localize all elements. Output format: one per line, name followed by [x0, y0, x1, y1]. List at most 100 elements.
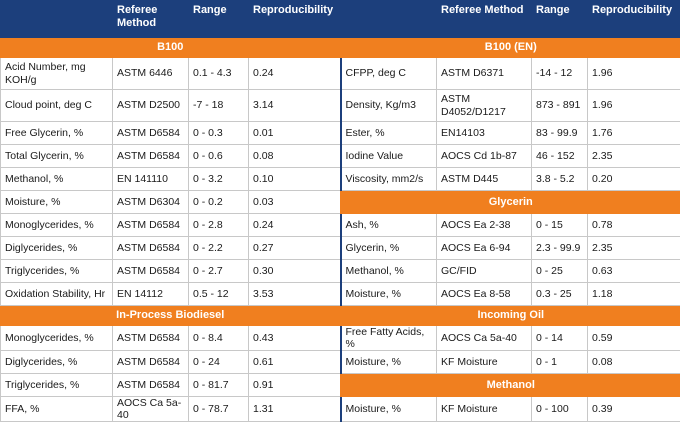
right-range-cell: 873 - 891: [532, 90, 588, 122]
left-method-cell: ASTM D6304: [113, 191, 189, 214]
left-reproducibility-cell: 3.14: [249, 90, 341, 122]
right-method-cell: AOCS Ea 8-58: [437, 283, 532, 306]
left-method-cell: EN 14112: [113, 283, 189, 306]
left-reproducibility-cell: 0.61: [249, 351, 341, 374]
left-parameter-cell: Triglycerides, %: [1, 260, 113, 283]
right-header-blank: [341, 1, 437, 38]
right-reproducibility-cell: 0.39: [588, 397, 680, 422]
right-parameter-cell: Iodine Value: [341, 145, 437, 168]
right-section-title: Glycerin: [341, 191, 680, 214]
left-range-cell: 0 - 0.2: [189, 191, 249, 214]
left-reproducibility-cell: 0.30: [249, 260, 341, 283]
right-parameter-cell: Ash, %: [341, 214, 437, 237]
right-range-cell: 0.3 - 25: [532, 283, 588, 306]
left-header-blank: [1, 1, 113, 38]
right-reproducibility-cell: 2.35: [588, 237, 680, 260]
right-range-cell: 0 - 1: [532, 351, 588, 374]
left-range-cell: -7 - 18: [189, 90, 249, 122]
right-reproducibility-cell: 1.96: [588, 90, 680, 122]
left-parameter-cell: Monoglycerides, %: [1, 214, 113, 237]
right-parameter-cell: Glycerin, %: [341, 237, 437, 260]
left-method-cell: ASTM 6446: [113, 58, 189, 90]
right-method-cell: KF Moisture: [437, 397, 532, 422]
left-parameter-cell: Total Glycerin, %: [1, 145, 113, 168]
left-range-cell: 0 - 81.7: [189, 374, 249, 397]
right-method-cell: GC/FID: [437, 260, 532, 283]
right-reproducibility-cell: 1.96: [588, 58, 680, 90]
left-reproducibility-cell: 1.31: [249, 397, 341, 422]
left-method-cell: ASTM D6584: [113, 237, 189, 260]
left-method-cell: EN 141110: [113, 168, 189, 191]
left-reproducibility-cell: 3.53: [249, 283, 341, 306]
right-range-cell: 0 - 100: [532, 397, 588, 422]
left-parameter-cell: Methanol, %: [1, 168, 113, 191]
left-reproducibility-cell: 0.01: [249, 122, 341, 145]
left-parameter-cell: Diglycerides, %: [1, 237, 113, 260]
right-reproducibility-cell: 0.78: [588, 214, 680, 237]
left-method-cell: ASTM D6584: [113, 122, 189, 145]
right-range-cell: 3.8 - 5.2: [532, 168, 588, 191]
right-parameter-cell: Methanol, %: [341, 260, 437, 283]
right-parameter-cell: Free Fatty Acids, %: [341, 326, 437, 351]
right-parameter-cell: Viscosity, mm2/s: [341, 168, 437, 191]
right-method-cell: ASTM D6371: [437, 58, 532, 90]
left-reproducibility-cell: 0.27: [249, 237, 341, 260]
right-range-cell: 0 - 15: [532, 214, 588, 237]
right-method-cell: ASTM D445: [437, 168, 532, 191]
left-method-cell: ASTM D6584: [113, 145, 189, 168]
left-range-cell: 0 - 8.4: [189, 326, 249, 351]
left-method-cell: AOCS Ca 5a-40: [113, 397, 189, 422]
right-parameter-cell: CFPP, deg C: [341, 58, 437, 90]
left-method-cell: ASTM D6584: [113, 351, 189, 374]
right-reproducibility-cell: 0.08: [588, 351, 680, 374]
left-reproducibility-cell: 0.03: [249, 191, 341, 214]
right-reproducibility-cell: 0.20: [588, 168, 680, 191]
right-section-title: Methanol: [341, 374, 680, 397]
left-range-cell: 0 - 3.2: [189, 168, 249, 191]
left-parameter-cell: Monoglycerides, %: [1, 326, 113, 351]
right-section-title: B100 (EN): [341, 38, 680, 58]
right-method-cell: ASTM D4052/D1217: [437, 90, 532, 122]
right-range-cell: 0 - 14: [532, 326, 588, 351]
left-method-cell: ASTM D2500: [113, 90, 189, 122]
left-parameter-cell: Oxidation Stability, Hr: [1, 283, 113, 306]
right-method-cell: AOCS Ca 5a-40: [437, 326, 532, 351]
left-parameter-cell: Moisture, %: [1, 191, 113, 214]
right-method-cell: KF Moisture: [437, 351, 532, 374]
left-range-cell: 0 - 78.7: [189, 397, 249, 422]
left-range-cell: 0.5 - 12: [189, 283, 249, 306]
left-range-cell: 0 - 24: [189, 351, 249, 374]
right-parameter-cell: Moisture, %: [341, 397, 437, 422]
right-header-range: Range: [532, 1, 588, 38]
right-reproducibility-cell: 1.76: [588, 122, 680, 145]
left-reproducibility-cell: 0.91: [249, 374, 341, 397]
right-header-reproducibility: Reproducibility: [588, 1, 680, 38]
left-range-cell: 0 - 0.6: [189, 145, 249, 168]
right-section-title: Incoming Oil: [341, 306, 680, 326]
right-method-cell: AOCS Ea 2-38: [437, 214, 532, 237]
left-header-method: Referee Method: [113, 1, 189, 38]
left-method-cell: ASTM D6584: [113, 260, 189, 283]
left-range-cell: 0.1 - 4.3: [189, 58, 249, 90]
left-range-cell: 0 - 2.7: [189, 260, 249, 283]
left-section-title: B100: [1, 38, 341, 58]
left-reproducibility-cell: 0.24: [249, 214, 341, 237]
right-parameter-cell: Moisture, %: [341, 351, 437, 374]
left-header-range: Range: [189, 1, 249, 38]
right-range-cell: 2.3 - 99.9: [532, 237, 588, 260]
left-reproducibility-cell: 0.08: [249, 145, 341, 168]
right-reproducibility-cell: 0.59: [588, 326, 680, 351]
left-parameter-cell: Free Glycerin, %: [1, 122, 113, 145]
right-method-cell: AOCS Ea 6-94: [437, 237, 532, 260]
right-parameter-cell: Density, Kg/m3: [341, 90, 437, 122]
